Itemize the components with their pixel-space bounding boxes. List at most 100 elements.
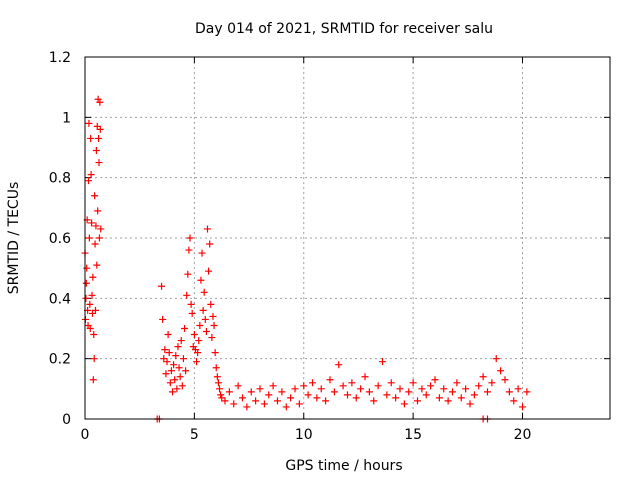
data-point bbox=[196, 321, 204, 329]
data-point bbox=[176, 373, 184, 381]
data-point bbox=[339, 382, 347, 390]
data-point bbox=[181, 325, 189, 332]
data-point bbox=[216, 385, 224, 393]
data-point bbox=[256, 385, 264, 393]
data-point bbox=[309, 379, 316, 387]
data-point bbox=[87, 171, 95, 179]
data-point bbox=[221, 397, 229, 405]
data-point bbox=[243, 403, 251, 411]
data-point bbox=[178, 382, 186, 390]
data-point bbox=[177, 337, 185, 345]
data-point bbox=[462, 385, 470, 393]
data-point bbox=[414, 397, 421, 405]
data-point bbox=[239, 394, 246, 402]
data-point bbox=[357, 385, 365, 393]
data-point bbox=[96, 125, 104, 133]
y-axis-label: SRMTID / TECUs bbox=[6, 182, 22, 295]
data-point bbox=[162, 370, 170, 378]
data-point bbox=[184, 270, 192, 278]
data-point bbox=[158, 282, 166, 290]
data-point bbox=[207, 300, 215, 308]
y-tick-label: 1.2 bbox=[49, 50, 71, 66]
data-point bbox=[348, 379, 356, 387]
data-point bbox=[212, 364, 220, 372]
data-point bbox=[488, 379, 496, 387]
data-point bbox=[175, 364, 183, 372]
data-point bbox=[484, 388, 491, 396]
data-point bbox=[91, 192, 99, 200]
data-point bbox=[352, 394, 360, 402]
data-point bbox=[479, 373, 487, 381]
data-point bbox=[187, 300, 195, 308]
data-point bbox=[470, 391, 478, 399]
data-point bbox=[182, 367, 190, 375]
data-point bbox=[86, 325, 94, 332]
data-point bbox=[418, 385, 426, 393]
data-point bbox=[278, 388, 286, 396]
data-point bbox=[204, 225, 211, 233]
data-point bbox=[322, 397, 330, 405]
data-point bbox=[304, 391, 312, 399]
data-point bbox=[440, 385, 448, 393]
y-tick-label: 0.6 bbox=[49, 231, 71, 247]
data-point bbox=[218, 394, 226, 402]
data-point bbox=[94, 207, 102, 215]
x-tick-label: 15 bbox=[404, 427, 422, 443]
data-point bbox=[365, 388, 373, 396]
data-point bbox=[170, 361, 178, 369]
data-point bbox=[435, 394, 443, 402]
y-tick-label: 1 bbox=[62, 110, 71, 126]
chart-title: Day 014 of 2021, SRMTID for receiver sal… bbox=[195, 21, 493, 37]
data-point bbox=[269, 382, 277, 390]
data-point bbox=[169, 388, 176, 396]
data-point bbox=[89, 376, 97, 384]
data-point bbox=[93, 261, 101, 269]
data-point bbox=[88, 219, 96, 227]
data-point bbox=[167, 367, 175, 375]
data-point bbox=[475, 382, 483, 390]
data-point bbox=[161, 346, 169, 354]
data-point bbox=[431, 376, 439, 384]
data-point bbox=[92, 306, 99, 314]
data-point bbox=[213, 373, 221, 381]
data-point bbox=[92, 222, 100, 230]
data-point bbox=[444, 397, 452, 405]
data-point bbox=[88, 309, 96, 317]
data-point bbox=[400, 400, 408, 408]
data-point bbox=[505, 388, 513, 396]
data-point bbox=[225, 388, 233, 396]
data-point bbox=[392, 394, 400, 402]
data-point bbox=[205, 267, 213, 275]
data-point bbox=[449, 388, 456, 396]
data-point bbox=[497, 367, 505, 375]
data-point bbox=[95, 234, 103, 242]
data-point bbox=[85, 234, 93, 242]
data-point bbox=[90, 355, 98, 363]
data-point bbox=[173, 385, 181, 393]
data-point bbox=[260, 400, 268, 408]
data-point bbox=[85, 177, 92, 185]
grid-lines bbox=[85, 57, 610, 419]
data-point bbox=[510, 397, 518, 405]
data-point bbox=[427, 382, 435, 390]
data-point bbox=[92, 147, 100, 155]
data-point bbox=[202, 328, 210, 336]
data-point bbox=[396, 385, 404, 393]
data-point bbox=[160, 355, 168, 363]
data-point bbox=[195, 337, 203, 345]
data-point bbox=[344, 391, 351, 399]
data-point bbox=[186, 234, 194, 242]
data-point bbox=[194, 349, 202, 357]
y-tick-label: 0 bbox=[62, 412, 71, 428]
data-point bbox=[172, 352, 180, 360]
x-tick-label: 5 bbox=[190, 427, 199, 443]
data-point bbox=[457, 394, 465, 402]
data-point bbox=[466, 400, 474, 408]
data-point bbox=[193, 358, 201, 366]
data-point bbox=[185, 246, 193, 254]
data-point bbox=[405, 388, 413, 396]
y-tick-label: 0.8 bbox=[49, 171, 71, 187]
data-point bbox=[89, 273, 97, 281]
x-tick-label: 0 bbox=[81, 427, 90, 443]
data-point bbox=[96, 98, 104, 106]
